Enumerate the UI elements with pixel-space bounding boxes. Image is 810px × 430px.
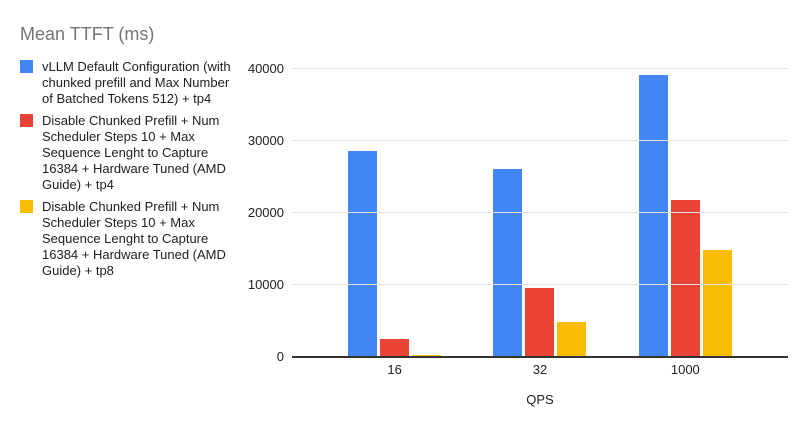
legend-swatch [20,200,33,213]
gridline [292,284,788,285]
y-tick-label: 10000 [247,277,284,292]
bar-series-1 [348,150,378,356]
legend-label: vLLM Default Configuration (with chunked… [42,59,231,106]
bar-series-1 [638,75,668,356]
x-axis: 16 32 1000 [292,362,788,377]
legend-label: Disable Chunked Prefill + Num Scheduler … [42,113,226,192]
bar-series-3 [557,322,587,356]
gridline [292,68,788,69]
legend-item-series-1: vLLM Default Configuration (with chunked… [20,59,235,107]
legend-swatch [20,114,33,127]
x-tick-label: 32 [532,362,548,377]
gridline [292,212,788,213]
plot-area [292,68,788,358]
bar-series-1 [493,168,523,356]
bar-series-2 [670,199,700,356]
bar-groups [292,68,788,356]
x-tick-label: 16 [387,362,402,377]
chart-title: Mean TTFT (ms) [20,24,155,44]
bar-series-2 [525,288,555,356]
y-tick-label: 0 [276,349,284,364]
bar-series-3 [702,250,732,356]
legend-item-series-3: Disable Chunked Prefill + Num Scheduler … [20,199,235,279]
legend-label: Disable Chunked Prefill + Num Scheduler … [42,199,226,278]
y-tick-label: 30000 [247,133,284,148]
x-tick-label: 1000 [670,362,700,377]
x-axis-title: QPS [526,392,554,407]
y-tick-label: 40000 [247,61,284,76]
bar-group [467,68,612,356]
bar-group [613,68,758,356]
legend: vLLM Default Configuration (with chunked… [20,59,235,285]
legend-swatch [20,60,33,73]
bar-series-2 [380,339,410,356]
bar-group [322,68,467,356]
bar-series-3 [412,354,442,356]
y-tick-label: 20000 [247,205,284,220]
y-axis: 0 10000 20000 30000 40000 [0,61,284,364]
gridline [292,140,788,141]
legend-item-series-2: Disable Chunked Prefill + Num Scheduler … [20,113,235,193]
